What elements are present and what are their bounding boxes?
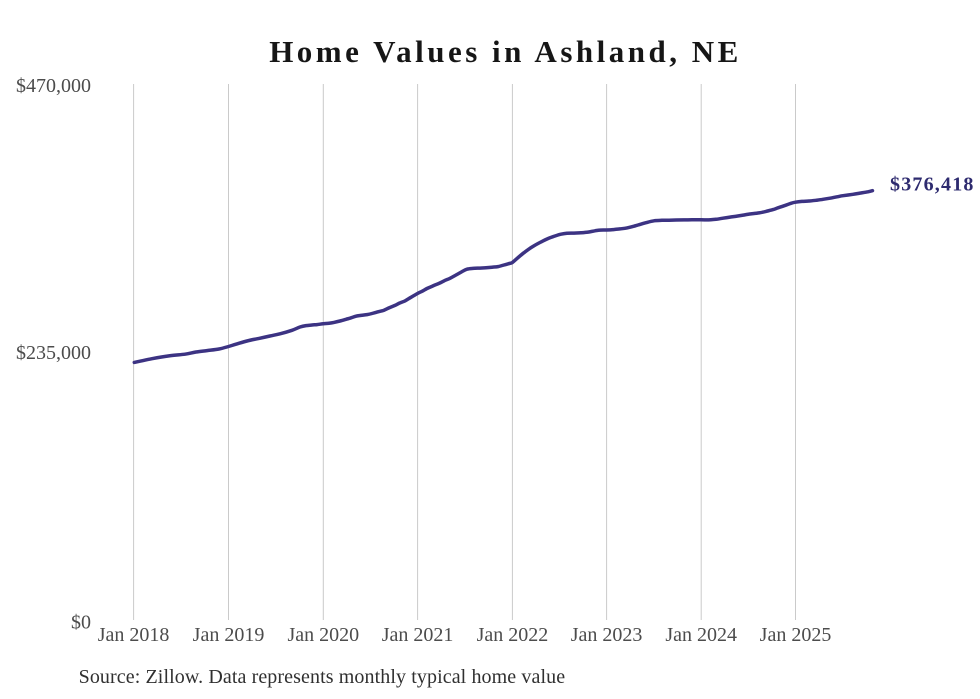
- svg-text:$470,000: $470,000: [16, 75, 91, 97]
- svg-text:$235,000: $235,000: [16, 342, 91, 364]
- svg-text:Home Values in Ashland, NE: Home Values in Ashland, NE: [269, 34, 742, 69]
- svg-text:Source: Zillow. Data represent: Source: Zillow. Data represents monthly …: [79, 666, 566, 688]
- svg-text:Jan 2018: Jan 2018: [98, 624, 170, 646]
- svg-text:Jan 2022: Jan 2022: [477, 624, 549, 646]
- svg-text:Jan 2024: Jan 2024: [665, 624, 737, 646]
- svg-text:$376,418: $376,418: [890, 173, 975, 195]
- svg-text:$0: $0: [71, 612, 91, 634]
- svg-text:Jan 2019: Jan 2019: [193, 624, 265, 646]
- svg-text:Jan 2023: Jan 2023: [571, 624, 643, 646]
- svg-text:Jan 2025: Jan 2025: [760, 624, 832, 646]
- svg-text:Jan 2020: Jan 2020: [287, 624, 359, 646]
- svg-text:Jan 2021: Jan 2021: [382, 624, 454, 646]
